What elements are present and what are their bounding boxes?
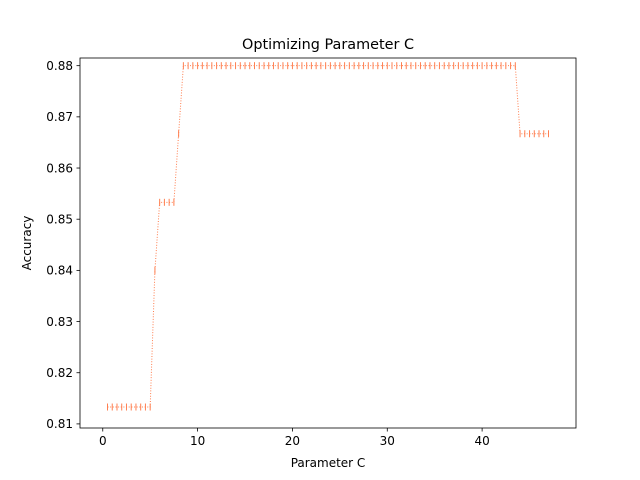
y-tick-label: 0.88	[46, 59, 73, 73]
x-tick-label: 20	[285, 434, 300, 448]
y-tick-label: 0.87	[46, 110, 73, 124]
y-tick-label: 0.81	[46, 417, 73, 431]
x-tick-label: 10	[190, 434, 205, 448]
axes-frame	[79, 57, 577, 429]
plot-area	[107, 62, 549, 411]
y-axis-label: Accuracy	[20, 216, 34, 271]
x-tick-label: 30	[380, 434, 395, 448]
axes: 0 10 20 30 40 0.81 0.82 0.83 0.84 0.85 0.86 0.87 0.8…	[46, 59, 489, 448]
chart-title: Optimizing Parameter C	[242, 37, 414, 53]
x-axis-label: Parameter C	[291, 456, 366, 470]
x-tick-label: 40	[474, 434, 489, 448]
x-tick-label: 0	[99, 434, 107, 448]
y-tick-label: 0.82	[46, 366, 73, 380]
y-tick-label: 0.83	[46, 315, 73, 329]
y-tick-label: 0.84	[46, 264, 73, 278]
series-line	[107, 65, 549, 408]
y-tick-label: 0.86	[46, 161, 73, 175]
y-tick-label: 0.85	[46, 213, 73, 227]
